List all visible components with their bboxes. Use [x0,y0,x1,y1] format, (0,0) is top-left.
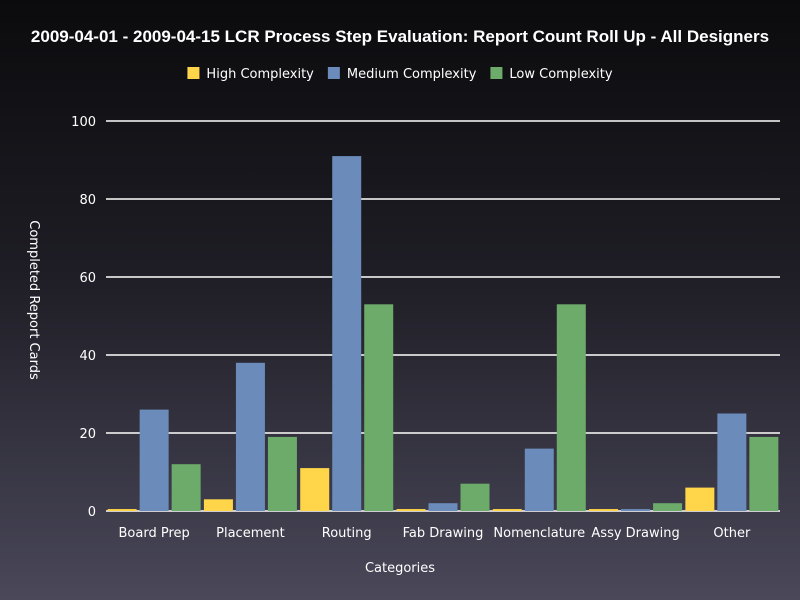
bar [524,448,554,511]
legend-label: High Complexity [206,67,314,82]
y-tick-label: 0 [88,505,96,520]
legend-item: High Complexity [187,67,314,82]
legend-swatch [187,67,200,79]
bar [621,509,651,511]
bar [492,509,522,511]
bar [685,487,715,511]
legend-item: Low Complexity [490,67,613,82]
x-tick-label: Other [713,526,751,541]
y-tick-label: 80 [79,193,96,208]
chart-title: 2009-04-01 - 2009-04-15 LCR Process Step… [31,27,769,46]
y-tick-label: 100 [71,115,96,130]
bar [653,503,683,511]
bars-group [107,156,779,511]
bar [364,304,394,511]
x-tick-label: Nomenclature [493,526,585,541]
bar [171,464,201,511]
x-tick-label: Fab Drawing [403,526,484,541]
bar [107,509,137,511]
x-tick-label: Placement [216,526,285,541]
bar [749,436,779,511]
x-tick-label: Routing [322,526,372,541]
x-tick-label: Assy Drawing [591,526,679,541]
y-tick-label: 20 [79,427,96,442]
legend-label: Medium Complexity [347,67,477,82]
y-tick-label: 40 [79,349,96,364]
bar [589,509,619,511]
bar [300,468,330,511]
bar [428,503,458,511]
legend-swatch [490,67,503,79]
y-tick-labels: 0 20 40 60 80 100 [71,115,96,520]
bar [332,156,362,511]
bar [396,509,426,511]
legend: High Complexity Medium Complexity Low Comp… [187,67,613,82]
bar [139,409,169,511]
bar [235,362,265,511]
legend-item: Medium Complexity [327,67,477,82]
bar [460,483,490,511]
x-tick-label: Board Prep [119,526,190,541]
bar [556,304,586,511]
bar [203,499,233,511]
x-tick-labels: Board Prep Placement Routing Fab Drawing Nom… [119,526,751,541]
bar [267,436,297,511]
legend-label: Low Complexity [509,67,612,82]
y-tick-label: 60 [79,271,96,286]
y-axis-label: Completed Report Cards [26,220,41,380]
bar [717,413,747,511]
legend-swatch [327,67,340,79]
gridlines [106,120,780,512]
x-axis-label: Categories [365,561,435,576]
